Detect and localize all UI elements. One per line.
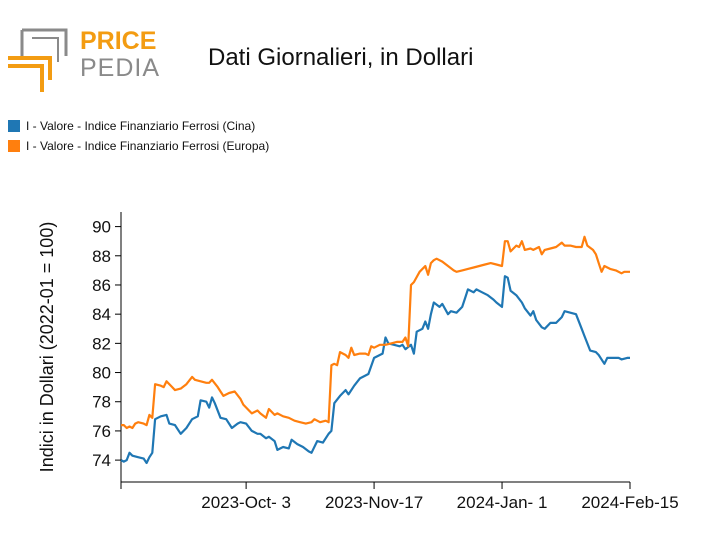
x-tick-label: 2023-Oct- 3 — [201, 493, 291, 512]
x-tick-label: 2023-Nov-17 — [325, 493, 423, 512]
logo-text-price: PRICE — [80, 27, 156, 55]
legend-swatch-cina — [8, 120, 20, 132]
logo-corner-icon — [8, 28, 68, 92]
series-line-europa — [121, 235, 630, 430]
y-tick-label: 74 — [92, 451, 111, 470]
y-tick-label: 90 — [92, 218, 111, 237]
y-tick-label: 82 — [92, 334, 111, 353]
y-tick-label: 76 — [92, 422, 111, 441]
y-axis-label: Indici in Dollari (2022-01 = 100) — [37, 222, 57, 473]
legend-item-europa[interactable]: I - Valore - Indice Finanziario Ferrosi … — [8, 139, 269, 153]
legend-label-europa: I - Valore - Indice Finanziario Ferrosi … — [26, 139, 270, 153]
y-tick-label: 88 — [92, 247, 111, 266]
y-tick-label: 80 — [92, 364, 111, 383]
y-tick-label: 84 — [92, 305, 111, 324]
pricepedia-logo-mark: PRICE PEDIA — [8, 27, 160, 92]
chart-title: Dati Giornalieri, in Dollari — [208, 44, 474, 71]
logo-text-pedia: PEDIA — [80, 54, 160, 82]
legend-swatch-europa — [8, 140, 20, 152]
y-tick-label: 86 — [92, 276, 111, 295]
y-tick-label: 78 — [92, 393, 111, 412]
x-tick-label: 2024-Jan- 1 — [457, 493, 548, 512]
x-tick-label: 2024-Feb-15 — [581, 493, 678, 512]
legend-item-cina[interactable]: I - Valore - Indice Finanziario Ferrosi … — [8, 119, 255, 133]
legend-label-cina: I - Valore - Indice Finanziario Ferrosi … — [26, 119, 256, 133]
pricepedia-logo: PRICE PEDIA — [8, 22, 163, 94]
series-line-cina — [120, 275, 630, 465]
